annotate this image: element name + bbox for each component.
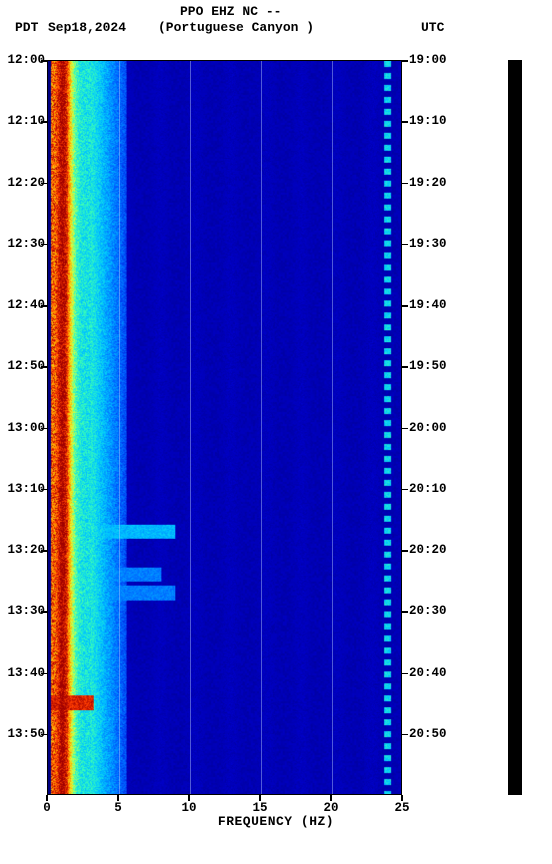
gridline [190, 61, 191, 794]
ytick-mark [41, 305, 47, 307]
ytick-right: 19:20 [409, 177, 454, 189]
ytick-mark [402, 60, 408, 62]
ytick-right: 20:50 [409, 728, 454, 740]
ytick-mark [41, 550, 47, 552]
ytick-mark [402, 673, 408, 675]
gridline [119, 61, 120, 794]
ytick-left: 12:40 [3, 299, 45, 311]
spectrogram-canvas [48, 61, 401, 794]
ytick-mark [402, 244, 408, 246]
xtick-mark [188, 795, 190, 801]
xtick-mark [46, 795, 48, 801]
ytick-right: 20:00 [409, 422, 454, 434]
ytick-left: 13:20 [3, 544, 45, 556]
ytick-right: 19:00 [409, 54, 454, 66]
ytick-mark [402, 489, 408, 491]
xtick-label: 15 [245, 801, 275, 815]
ytick-left: 12:00 [3, 54, 45, 66]
xtick-label: 10 [174, 801, 204, 815]
ytick-mark [41, 673, 47, 675]
ytick-mark [41, 60, 47, 62]
ytick-mark [41, 121, 47, 123]
ytick-mark [402, 183, 408, 185]
ytick-left: 13:50 [3, 728, 45, 740]
ytick-mark [402, 734, 408, 736]
gridline [261, 61, 262, 794]
left-timezone-label: PDT [15, 20, 38, 35]
ytick-right: 20:30 [409, 605, 454, 617]
right-timezone-label: UTC [421, 20, 444, 35]
page-root: PPO EHZ NC -- (Portuguese Canyon ) PDT S… [0, 0, 552, 864]
ytick-left: 13:40 [3, 667, 45, 679]
xtick-label: 25 [387, 801, 417, 815]
ytick-mark [41, 428, 47, 430]
ytick-left: 13:00 [3, 422, 45, 434]
x-axis-label: FREQUENCY (HZ) [0, 814, 552, 829]
gridline [332, 61, 333, 794]
ytick-left: 12:30 [3, 238, 45, 250]
xtick-mark [259, 795, 261, 801]
xtick-label: 5 [103, 801, 133, 815]
ytick-mark [41, 489, 47, 491]
ytick-right: 20:20 [409, 544, 454, 556]
ytick-mark [402, 366, 408, 368]
xtick-mark [401, 795, 403, 801]
ytick-mark [402, 305, 408, 307]
ytick-mark [41, 611, 47, 613]
ytick-mark [402, 611, 408, 613]
header: PPO EHZ NC -- (Portuguese Canyon ) PDT S… [0, 0, 552, 40]
ytick-mark [41, 366, 47, 368]
colorbar [508, 60, 522, 795]
ytick-mark [41, 734, 47, 736]
ytick-mark [402, 121, 408, 123]
ytick-right: 20:10 [409, 483, 454, 495]
ytick-mark [402, 428, 408, 430]
ytick-left: 12:20 [3, 177, 45, 189]
xtick-label: 20 [316, 801, 346, 815]
ytick-left: 12:50 [3, 360, 45, 372]
ytick-right: 20:40 [409, 667, 454, 679]
ytick-left: 13:30 [3, 605, 45, 617]
station-name: (Portuguese Canyon ) [158, 20, 314, 35]
ytick-mark [402, 550, 408, 552]
ytick-mark [41, 183, 47, 185]
ytick-mark [41, 244, 47, 246]
station-code: PPO EHZ NC -- [180, 4, 281, 19]
xtick-mark [117, 795, 119, 801]
date-label: Sep18,2024 [48, 20, 126, 35]
ytick-left: 12:10 [3, 115, 45, 127]
ytick-right: 19:10 [409, 115, 454, 127]
ytick-right: 19:40 [409, 299, 454, 311]
xtick-label: 0 [32, 801, 62, 815]
ytick-left: 13:10 [3, 483, 45, 495]
ytick-right: 19:30 [409, 238, 454, 250]
xtick-mark [330, 795, 332, 801]
spectrogram-plot [47, 60, 402, 795]
ytick-right: 19:50 [409, 360, 454, 372]
